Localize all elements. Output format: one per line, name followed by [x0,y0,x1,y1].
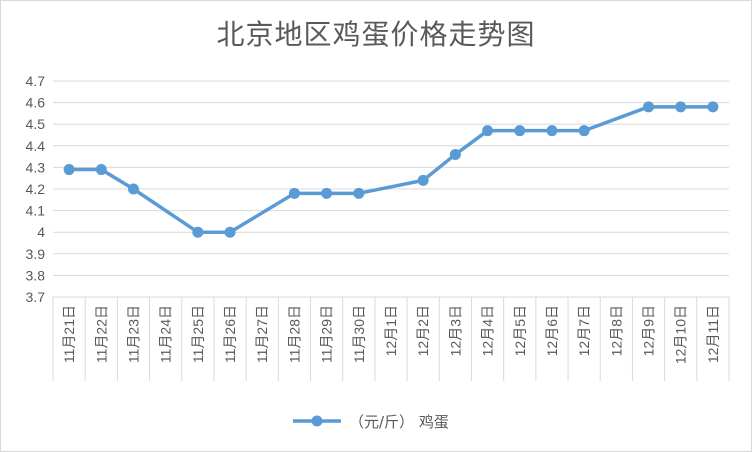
data-point [95,164,107,176]
x-tick-label: 11月25日 [190,305,206,363]
data-point [63,164,75,176]
x-tick-label: 12月8日 [608,305,624,356]
data-point [578,125,590,137]
data-point [546,125,558,137]
y-tick-label: 3.8 [26,267,46,283]
x-tick-label: 12月1日 [383,305,399,356]
x-tick-label: 12月7日 [576,305,592,356]
x-tick-label: 11月30日 [351,305,367,363]
y-tick-label: 4.4 [26,138,46,154]
gridlines [53,80,729,298]
legend: （元/斤） 鸡蛋 [293,413,449,431]
x-tick-label: 11月23日 [125,305,141,363]
data-point [417,174,429,186]
x-tick-label: 11月22日 [93,305,109,363]
chart-title: 北京地区鸡蛋价格走势图 [216,18,536,51]
x-tick-label: 12月11日 [705,305,721,363]
data-point [514,125,526,137]
y-tick-label: 4.1 [26,203,46,219]
y-tick-label: 3.9 [26,246,46,262]
legend-label: （元/斤） 鸡蛋 [349,413,449,431]
y-tick-label: 4.3 [26,159,46,175]
data-point [643,101,655,113]
y-axis-labels: 3.7 3.8 3.9 4 4.1 4.2 4.3 4.4 4.5 4.6 4.7 [26,73,46,305]
data-point [449,148,461,160]
x-tick-label: 11月27日 [254,305,270,363]
x-axis: 11月21日 11月22日 11月23日 11月24日 11月25日 11月26日 11月2… [52,297,730,381]
y-tick-label: 4.5 [26,116,46,132]
y-tick-label: 3.7 [26,289,46,305]
x-tick-label: 12月9日 [641,305,657,356]
series-line [69,105,713,234]
x-tick-label: 12月6日 [544,305,560,356]
data-point [482,125,494,137]
data-point [675,101,687,113]
x-tick-label: 12月4日 [480,305,496,356]
data-point [288,187,300,199]
y-tick-label: 4.7 [26,73,46,89]
data-point [224,226,236,238]
x-tick-label: 12月5日 [512,305,528,356]
series-layer [63,101,719,238]
x-tick-label: 11月28日 [286,305,302,363]
y-tick-label: 4.2 [26,181,46,197]
x-tick-label: 12月3日 [447,305,463,356]
data-point [321,187,333,199]
data-point [127,183,139,195]
x-tick-label: 11月26日 [222,305,238,363]
x-tick-label: 12月2日 [415,305,431,356]
y-tick-label: 4 [37,224,45,240]
y-tick-label: 4.6 [26,95,46,111]
x-tick-label: 11月29日 [319,305,335,363]
data-point [192,226,204,238]
legend-marker [311,415,323,427]
x-tick-label: 11月24日 [158,305,174,363]
x-tick-label: 12月10日 [673,305,689,364]
data-point [353,187,365,199]
data-point [707,101,719,113]
x-tick-label: 11月21日 [61,305,77,363]
